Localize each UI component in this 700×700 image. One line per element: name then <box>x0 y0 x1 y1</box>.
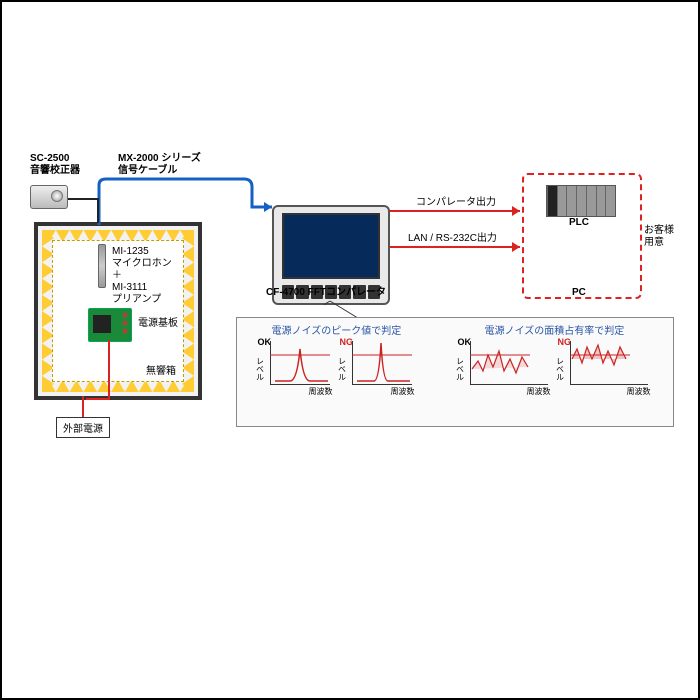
diagram-frame: SC-2500音響校正器 MX-2000 シリーズ信号ケーブル MI-1235マ… <box>0 0 700 700</box>
chart-peak-ng: NG レベル 周波数 <box>338 337 416 395</box>
mic-label: MI-1235マイクロホン ＋ MI-3111プリアンプ <box>112 246 172 306</box>
cable-label: MX-2000 シリーズ信号ケーブル <box>118 153 201 177</box>
power-wire-h <box>86 398 110 400</box>
power-wire <box>108 340 110 400</box>
ext-power-label: 外部電源 <box>56 417 110 438</box>
chamber-label: 無響箱 <box>146 366 176 378</box>
group2-title: 電源ノイズの面積占有率で判定 <box>440 322 669 337</box>
out2-label: LAN / RS-232C出力 <box>408 233 497 245</box>
plc-icon <box>546 185 616 217</box>
power-wire-out <box>82 396 84 418</box>
chart-peak-ok: OK レベル 周波数 <box>256 337 334 395</box>
diagram: SC-2500音響校正器 MX-2000 シリーズ信号ケーブル MI-1235マ… <box>24 167 676 527</box>
anechoic-chamber: MI-1235マイクロホン ＋ MI-3111プリアンプ 電源基板 無響箱 <box>34 222 202 400</box>
customer-label: お客様用意 <box>644 225 676 249</box>
calibrator-icon <box>30 185 68 209</box>
pcb-label: 電源基板 <box>138 318 178 330</box>
plc-label: PLC <box>569 217 589 229</box>
microphone-icon <box>98 244 106 288</box>
calibrator-label: SC-2500音響校正器 <box>30 153 80 177</box>
pcb-icon <box>88 308 132 342</box>
chart-area-ng: NG レベル 周波数 <box>556 337 652 395</box>
chart-area-ok: OK レベル 周波数 <box>456 337 552 395</box>
calib-connector <box>64 195 104 235</box>
out1-label: コンパレータ出力 <box>416 197 496 209</box>
pc-label: PC <box>572 287 586 299</box>
group1-title: 電源ノイズのピーク値で判定 <box>241 322 432 337</box>
charts-panel: 電源ノイズのピーク値で判定 OK レベル 周波数 NG レベル 周波数 <box>236 317 674 427</box>
